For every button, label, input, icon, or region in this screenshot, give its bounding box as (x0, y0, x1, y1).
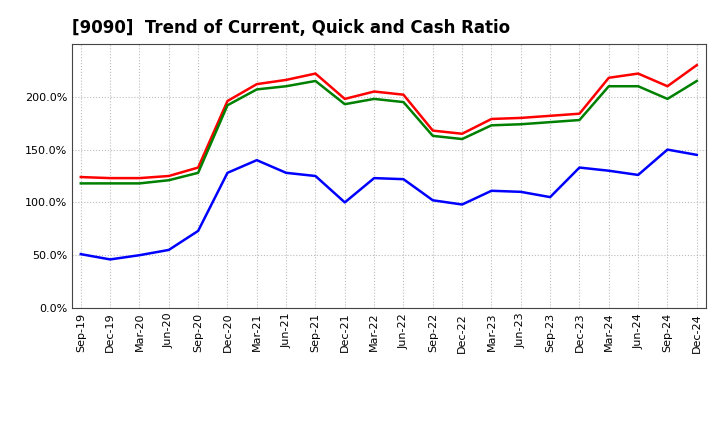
Cash Ratio (516, 189, 525, 194)
Quick Ratio (605, 84, 613, 89)
Current Ratio (282, 77, 290, 83)
Current Ratio (605, 75, 613, 81)
Current Ratio (223, 99, 232, 104)
Quick Ratio (399, 99, 408, 105)
Quick Ratio (575, 117, 584, 123)
Cash Ratio (370, 176, 379, 181)
Current Ratio (76, 174, 85, 180)
Line: Quick Ratio: Quick Ratio (81, 81, 697, 183)
Quick Ratio (370, 96, 379, 102)
Quick Ratio (223, 103, 232, 108)
Cash Ratio (164, 247, 173, 253)
Quick Ratio (546, 120, 554, 125)
Cash Ratio (253, 158, 261, 163)
Current Ratio (164, 173, 173, 179)
Quick Ratio (428, 133, 437, 139)
Current Ratio (194, 165, 202, 170)
Quick Ratio (164, 178, 173, 183)
Current Ratio (575, 111, 584, 116)
Current Ratio (663, 84, 672, 89)
Cash Ratio (311, 173, 320, 179)
Quick Ratio (487, 123, 496, 128)
Cash Ratio (76, 252, 85, 257)
Quick Ratio (634, 84, 642, 89)
Cash Ratio (575, 165, 584, 170)
Cash Ratio (341, 200, 349, 205)
Cash Ratio (399, 176, 408, 182)
Cash Ratio (693, 152, 701, 158)
Current Ratio (693, 62, 701, 68)
Current Ratio (546, 113, 554, 118)
Current Ratio (253, 81, 261, 87)
Current Ratio (634, 71, 642, 76)
Cash Ratio (194, 228, 202, 234)
Quick Ratio (663, 96, 672, 102)
Line: Cash Ratio: Cash Ratio (81, 150, 697, 260)
Cash Ratio (428, 198, 437, 203)
Quick Ratio (693, 78, 701, 84)
Quick Ratio (458, 136, 467, 142)
Cash Ratio (487, 188, 496, 194)
Quick Ratio (135, 181, 144, 186)
Cash Ratio (135, 253, 144, 258)
Cash Ratio (546, 194, 554, 200)
Current Ratio (370, 89, 379, 94)
Current Ratio (487, 116, 496, 121)
Cash Ratio (223, 170, 232, 176)
Cash Ratio (605, 168, 613, 173)
Quick Ratio (516, 121, 525, 127)
Quick Ratio (76, 181, 85, 186)
Cash Ratio (634, 172, 642, 178)
Quick Ratio (194, 170, 202, 176)
Current Ratio (428, 128, 437, 133)
Cash Ratio (458, 202, 467, 207)
Cash Ratio (282, 170, 290, 176)
Quick Ratio (282, 84, 290, 89)
Current Ratio (458, 131, 467, 136)
Current Ratio (516, 115, 525, 121)
Current Ratio (106, 176, 114, 181)
Quick Ratio (341, 102, 349, 107)
Current Ratio (311, 71, 320, 76)
Quick Ratio (106, 181, 114, 186)
Current Ratio (135, 176, 144, 181)
Current Ratio (399, 92, 408, 97)
Quick Ratio (311, 78, 320, 84)
Line: Current Ratio: Current Ratio (81, 65, 697, 178)
Quick Ratio (253, 87, 261, 92)
Cash Ratio (663, 147, 672, 152)
Text: [9090]  Trend of Current, Quick and Cash Ratio: [9090] Trend of Current, Quick and Cash … (72, 19, 510, 37)
Current Ratio (341, 96, 349, 102)
Cash Ratio (106, 257, 114, 262)
